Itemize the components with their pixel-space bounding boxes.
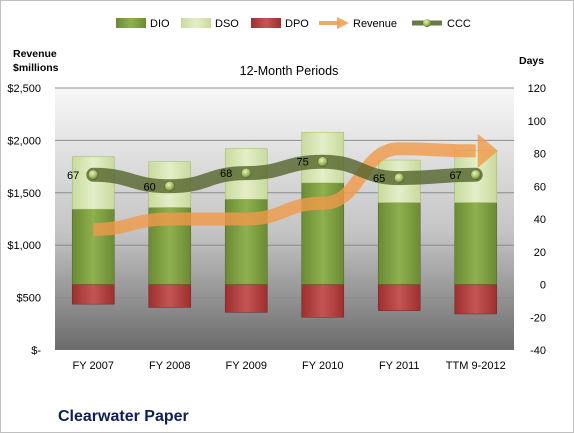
ccc-point bbox=[394, 172, 405, 184]
ccc-point bbox=[164, 181, 175, 192]
revenue-series bbox=[93, 133, 498, 236]
legend-dpo-label: DPO bbox=[285, 18, 309, 30]
bar-dpo bbox=[71, 284, 115, 305]
ccc-data-label: 60 bbox=[144, 181, 156, 193]
ccc-point bbox=[317, 156, 328, 167]
left-tick-label: $500 bbox=[17, 293, 41, 305]
ccc-data-label: 65 bbox=[373, 173, 385, 185]
category-label: FY 2010 bbox=[302, 360, 343, 372]
right-tick-label: 60 bbox=[534, 181, 546, 193]
right-tick-label: 100 bbox=[528, 116, 546, 128]
revenue-line bbox=[93, 142, 476, 236]
ccc-data-label: 67 bbox=[450, 170, 462, 182]
plot-area bbox=[55, 88, 514, 350]
revenue-arrowhead bbox=[477, 133, 498, 168]
legend-dso-swatch bbox=[181, 18, 211, 28]
category-label: FY 2009 bbox=[226, 360, 267, 372]
ccc-point bbox=[88, 169, 99, 181]
right-tick-label: 120 bbox=[528, 83, 546, 95]
left-axis-title-line2: $millions bbox=[13, 62, 59, 74]
left-axis-ticks: $- $500 $1,000 $1,500 $2,000 $2,500 bbox=[7, 83, 41, 357]
ccc-point bbox=[241, 167, 252, 179]
right-axis-ticks: -40 -20 0 20 40 60 80 100 120 bbox=[528, 83, 546, 357]
left-tick-label: $2,000 bbox=[7, 135, 41, 147]
category-label: FY 2007 bbox=[73, 360, 114, 372]
legend-revenue-arrow-icon bbox=[319, 17, 349, 29]
ccc-data-label: 75 bbox=[297, 157, 309, 169]
legend-dso-label: DSO bbox=[215, 18, 239, 30]
category-axis-labels: FY 2007 FY 2008 FY 2009 FY 2010 FY 2011 TTM 9… bbox=[73, 360, 506, 372]
company-name: Clearwater Paper bbox=[58, 408, 189, 425]
category-label: FY 2011 bbox=[379, 360, 420, 372]
bar-dpo bbox=[301, 284, 345, 318]
bar-dpo bbox=[224, 284, 268, 313]
bar-dio bbox=[454, 202, 498, 285]
right-tick-label: 40 bbox=[534, 214, 546, 226]
ccc-data-label: 68 bbox=[220, 168, 232, 180]
right-axis-title: Days bbox=[519, 55, 544, 67]
category-label: FY 2008 bbox=[149, 360, 190, 372]
left-tick-label: $1,000 bbox=[7, 240, 41, 252]
left-tick-label: $1,500 bbox=[7, 188, 41, 200]
left-axis-title-line1: Revenue bbox=[13, 48, 57, 60]
gridlines bbox=[55, 87, 514, 299]
legend-ccc-line-icon bbox=[412, 19, 442, 27]
legend-ccc-label: CCC bbox=[447, 18, 471, 30]
legend-dio-swatch bbox=[116, 18, 146, 28]
legend: DIO DSO DPO Revenue CCC bbox=[116, 17, 471, 30]
right-tick-label: 80 bbox=[534, 149, 546, 161]
ccc-series: 67 60 68 75 65 67 bbox=[67, 154, 483, 194]
bar-dio bbox=[377, 202, 421, 285]
bar-dso bbox=[71, 156, 115, 210]
category-label: TTM 9-2012 bbox=[446, 360, 506, 372]
chart-subtitle: 12-Month Periods bbox=[240, 64, 339, 78]
right-tick-label: -20 bbox=[530, 312, 546, 324]
legend-dio-label: DIO bbox=[150, 18, 170, 30]
ccc-data-label: 67 bbox=[67, 170, 79, 182]
bar-dio bbox=[71, 208, 115, 285]
left-tick-label: $- bbox=[31, 345, 41, 357]
legend-dpo-swatch bbox=[251, 18, 281, 28]
bar-dpo bbox=[454, 284, 498, 315]
bar-dpo bbox=[148, 284, 192, 308]
right-tick-label: 0 bbox=[540, 280, 546, 292]
bar-dpo bbox=[377, 284, 421, 311]
right-tick-label: -40 bbox=[530, 345, 546, 357]
left-tick-label: $2,500 bbox=[7, 83, 41, 95]
ccc-point bbox=[470, 169, 481, 181]
right-tick-label: 20 bbox=[534, 247, 546, 259]
legend-revenue-label: Revenue bbox=[353, 18, 397, 30]
